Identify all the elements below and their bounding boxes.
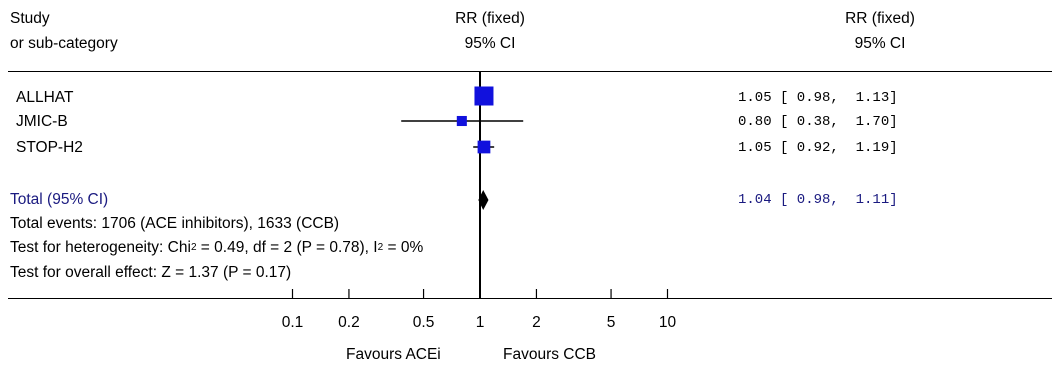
favours-left-label: Favours ACEi — [346, 346, 441, 363]
weight-square-allhat — [474, 86, 494, 106]
rr-plot-column-header: RR (fixed) 95% CI — [390, 10, 590, 53]
axis-tick-label: 0.2 — [338, 314, 360, 331]
weight-square-stoph2 — [477, 140, 491, 154]
axis-tick-label: 0.1 — [282, 314, 304, 331]
rr-plot-header-line1: RR (fixed) — [455, 10, 525, 27]
rr-value-header-line2: 95% CI — [854, 35, 906, 52]
study-name-stoph2: STOP-H2 — [16, 139, 83, 156]
study-header-line2: or sub-category — [10, 35, 118, 52]
axis-tick-label: 2 — [532, 314, 541, 331]
heterogeneity-text: Test for heterogeneity: Chi2 = 0.49, df … — [10, 239, 423, 257]
study-column-header: Study or sub-category — [10, 10, 118, 53]
weight-square-jmicb — [456, 115, 467, 127]
rr-value-header-line1: RR (fixed) — [845, 10, 915, 27]
overall-effect-text: Test for overall effect: Z = 1.37 (P = 0… — [10, 264, 292, 281]
total-diamond — [478, 190, 489, 210]
favours-right-label: Favours CCB — [503, 346, 597, 363]
study-name-allhat: ALLHAT — [16, 89, 74, 106]
heterogeneity-rest: = 0.49, df = 2 (P = 0.78), I — [196, 239, 378, 256]
total-events-text: Total events: 1706 (ACE inhibitors), 163… — [10, 215, 340, 232]
chi-squared-superscript: 2 — [190, 242, 197, 253]
axis-divider — [8, 298, 1052, 299]
rr-value-column-header: RR (fixed) 95% CI — [780, 10, 980, 53]
study-name-jmicb: JMIC-B — [16, 113, 68, 130]
study-value-allhat: 1.05 [ 0.98, 1.13] — [738, 90, 898, 106]
axis-tick-label: 10 — [659, 314, 677, 331]
study-header-line1: Study — [10, 10, 50, 27]
heterogeneity-prefix: Test for heterogeneity: Chi — [10, 239, 191, 256]
axis-tick-label: 1 — [476, 314, 485, 331]
i-squared-superscript: 2 — [377, 242, 384, 253]
total-value: 1.04 [ 0.98, 1.11] — [738, 192, 898, 208]
study-value-jmicb: 0.80 [ 0.38, 1.70] — [738, 114, 898, 130]
study-value-stoph2: 1.05 [ 0.92, 1.19] — [738, 140, 898, 156]
axis-tick-label: 0.5 — [413, 314, 435, 331]
header-divider — [8, 71, 1052, 72]
rr-plot-header-line2: 95% CI — [464, 35, 516, 52]
i-squared-rest: = 0% — [383, 239, 424, 256]
total-label: Total (95% CI) — [10, 191, 109, 208]
axis-tick-label: 5 — [607, 314, 616, 331]
